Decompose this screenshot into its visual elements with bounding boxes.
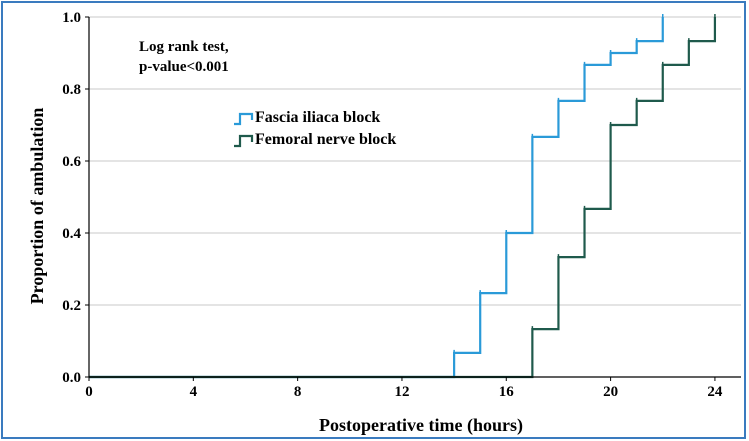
axes: [88, 17, 741, 378]
y-axis-title: Proportion of ambulation: [27, 108, 47, 305]
y-tick-label-4: 0.8: [62, 82, 81, 98]
y-tick-label-0: 0.0: [62, 370, 81, 386]
y-tick-label-1: 0.2: [62, 298, 81, 314]
x-tick-label-1: 4: [190, 384, 198, 400]
legend-label-femoral: Femoral nerve block: [255, 131, 396, 148]
legend-label-fascia: Fascia iliaca block: [255, 109, 380, 126]
x-tick-label-3: 12: [394, 384, 409, 400]
series-line-0: [89, 17, 664, 379]
x-axis-title: Postoperative time (hours): [319, 415, 523, 436]
y-tick-labels: 0.0 0.2 0.4 0.6 0.8 1.0: [62, 10, 89, 386]
gridlines: [89, 16, 741, 306]
x-tick-label-2: 8: [294, 384, 302, 400]
legend: Fascia iliaca block Femoral nerve block: [234, 109, 396, 148]
x-tick-label-6: 24: [707, 384, 723, 400]
x-tick-label-5: 20: [603, 384, 618, 400]
series-lines: [89, 14, 717, 379]
annotation-line-2: p-value<0.001: [139, 59, 229, 75]
y-tick-label-3: 0.6: [62, 154, 81, 170]
x-tick-labels: 0 4 8 12 16 20 24: [85, 377, 723, 400]
x-tick-label-0: 0: [85, 384, 93, 400]
y-tick-label-5: 1.0: [62, 10, 81, 26]
y-tick-label-2: 0.4: [62, 226, 81, 242]
x-tick-label-4: 16: [499, 384, 515, 400]
annotation-line-1: Log rank test,: [139, 39, 229, 55]
legend-symbol-fascia: [234, 112, 254, 126]
legend-symbol-femoral: [234, 134, 254, 148]
